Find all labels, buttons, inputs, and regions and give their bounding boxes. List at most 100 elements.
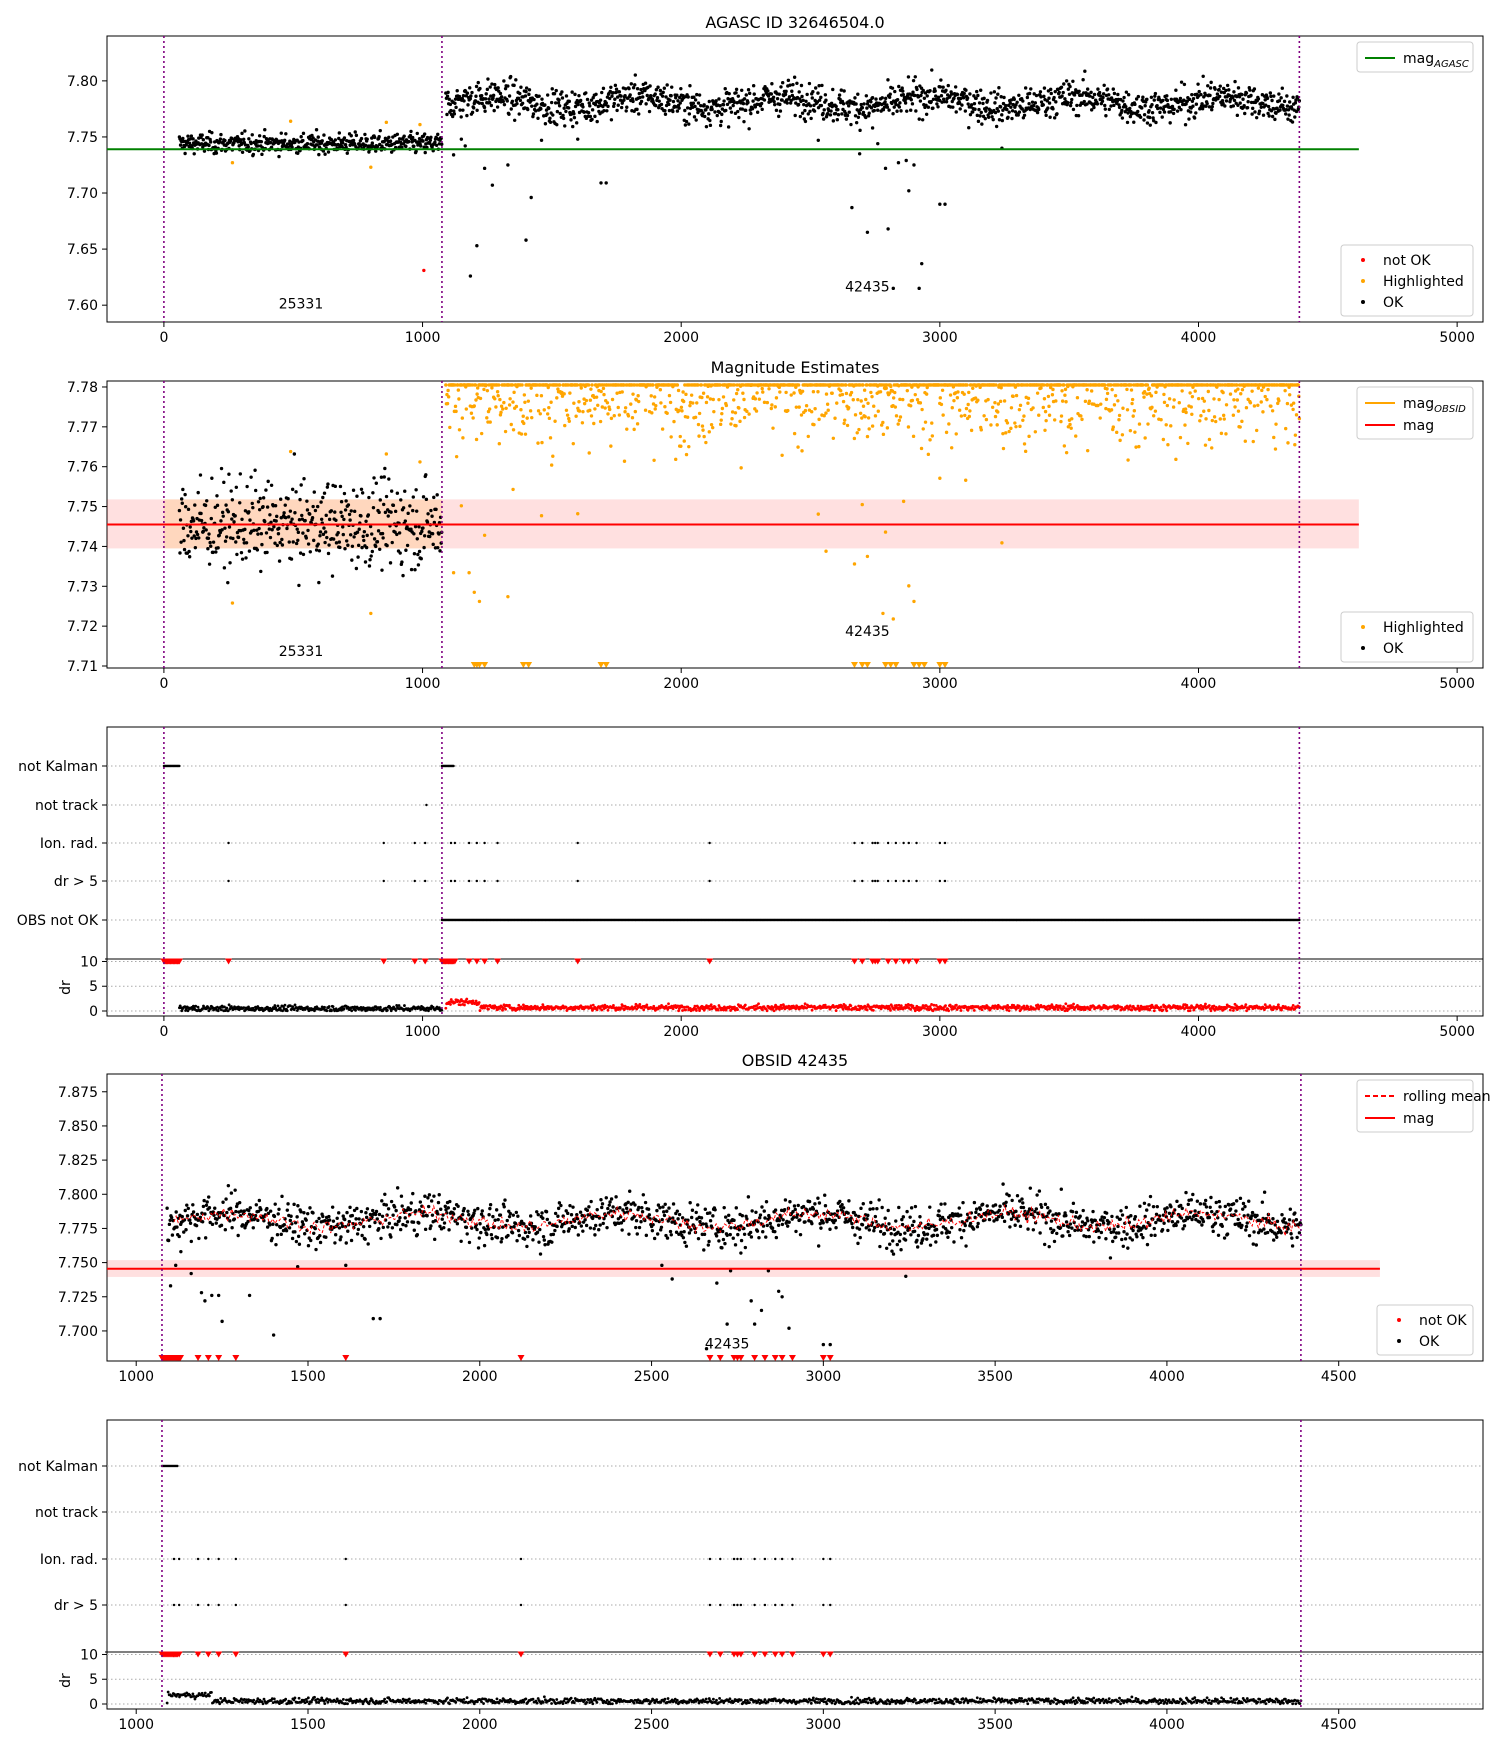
y-tick-label: 7.71 [67,659,98,675]
data-point [724,108,728,113]
data-point [1177,105,1181,110]
data-point [1041,405,1046,410]
data-point [181,136,185,141]
data-point [576,841,579,845]
data-point [594,92,598,96]
data-point [994,96,998,100]
data-point [1062,383,1066,387]
data-point [862,388,867,392]
data-point [831,87,835,92]
data-point [226,510,231,514]
data-point [1026,401,1030,405]
data-point [412,144,416,148]
data-point [843,418,847,422]
data-point [1272,435,1276,440]
data-point [772,99,776,104]
data-point [1145,97,1149,102]
data-point [548,436,553,440]
data-point [347,512,352,517]
data-point [503,86,508,91]
data-point [1208,93,1212,98]
data-point [647,109,652,114]
data-point [202,149,207,153]
data-point [262,134,266,139]
data-point [1043,409,1048,414]
data-point [609,444,613,448]
data-point [325,535,329,540]
data-point [1030,100,1035,104]
data-point [1049,91,1053,96]
data-point [798,114,803,119]
legend-label: Highlighted [1383,274,1464,290]
data-point [616,103,620,107]
data-point [844,391,849,396]
data-point [539,107,543,111]
data-point [369,611,373,616]
data-point [486,409,491,414]
data-point [1165,94,1169,98]
data-point [407,139,411,144]
data-point [599,389,603,394]
data-point [1053,89,1057,94]
data-point [929,100,933,104]
data-point [531,112,536,116]
data-point [615,391,619,395]
data-point [923,420,928,424]
data-point [227,525,232,529]
data-point [497,383,501,387]
data-point [958,107,962,111]
data-point [494,405,498,409]
data-point [588,398,593,402]
data-point [567,416,571,421]
data-point [920,407,924,412]
data-point [326,150,331,154]
data-point [931,97,936,102]
data-point [856,92,860,96]
data-point [728,106,733,110]
data-point [766,89,770,93]
data-point [994,124,999,129]
data-point [593,102,598,107]
data-point [1116,92,1120,97]
data-point [808,109,812,113]
data-point [939,94,944,98]
data-point [707,99,711,104]
data-point [622,459,627,463]
data-point [1133,430,1137,434]
data-point [249,475,253,479]
data-point [1075,103,1079,108]
data-point [671,109,675,114]
data-point [452,109,456,113]
data-point [588,408,592,413]
data-point [475,841,479,845]
data-point [203,503,208,508]
data-point [1286,441,1290,445]
data-point [457,428,462,432]
data-point [483,109,487,113]
data-point [563,423,567,428]
data-point [1269,94,1273,99]
data-point [954,110,958,114]
flag-label: not Kalman [18,759,98,775]
data-point [220,510,225,515]
data-point [853,879,856,883]
data-point [897,418,902,423]
data-point [552,92,557,96]
data-point [778,109,783,113]
data-point [408,504,412,508]
data-point [857,152,862,156]
data-point [1199,414,1203,418]
data-point [662,86,667,90]
data-point [315,143,319,147]
below-range-marker [863,662,871,668]
data-point [572,401,576,405]
data-point [449,879,453,883]
data-point [556,387,560,391]
data-point [887,391,892,395]
data-point [511,400,515,404]
data-point [562,106,566,110]
data-point [717,97,721,101]
data-point [224,503,228,507]
data-point [226,580,230,585]
data-point [857,111,862,116]
